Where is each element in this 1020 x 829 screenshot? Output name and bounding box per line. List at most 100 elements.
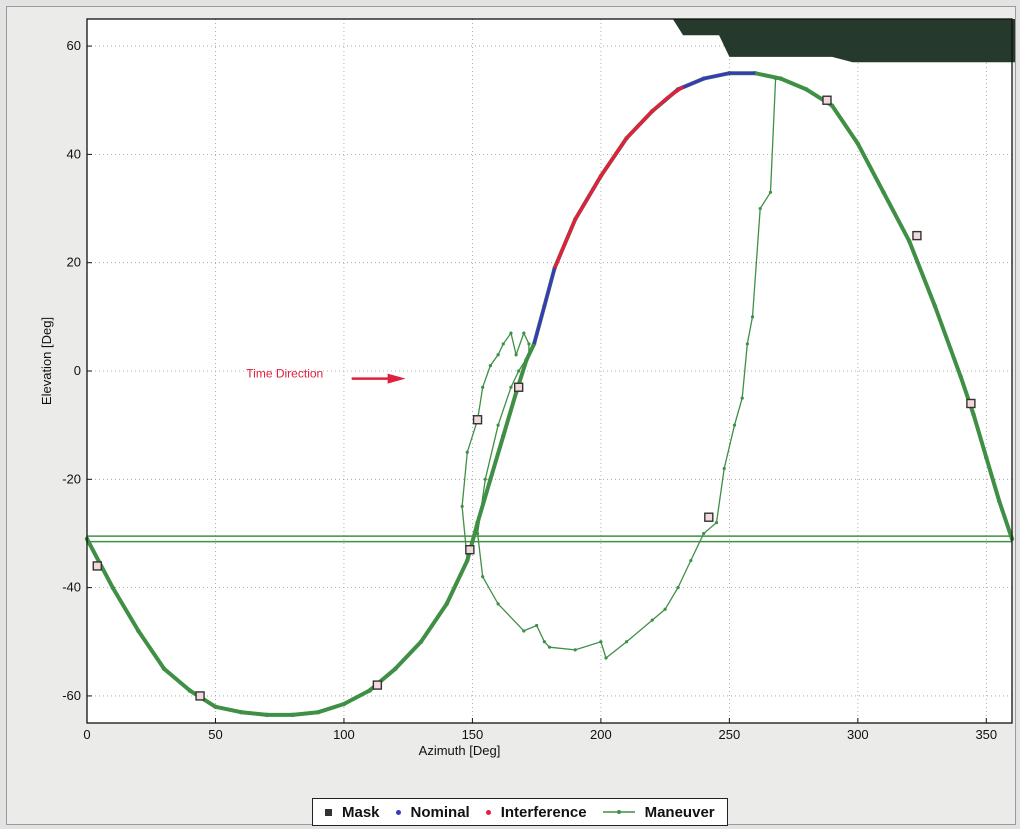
legend: Mask Nominal Interference Maneuver [312, 798, 728, 826]
maneuver-branch-point [465, 450, 469, 454]
nominal-dot-icon [395, 809, 401, 815]
maneuver-point [238, 709, 244, 715]
mask-marker [195, 691, 205, 701]
mask-marker [912, 230, 922, 241]
y-tick-label: 0 [74, 363, 81, 378]
elevation-azimuth-chart: 0 50 100 150 200 250 300 3506040200-20-40-60Azi… [39, 18, 1015, 758]
maneuver-branch-point [481, 575, 485, 579]
mask-marker [465, 545, 475, 555]
x-tick-label: 50 [208, 727, 222, 742]
maneuver-point [778, 76, 783, 81]
legend-item-maneuver: Maneuver [602, 803, 715, 821]
maneuver-branch-point [676, 586, 680, 590]
maneuver-branch-point [509, 331, 513, 335]
maneuver-point [881, 190, 886, 195]
maneuver-point [488, 477, 493, 482]
mask-marker [92, 561, 102, 571]
legend-label-maneuver: Maneuver [644, 803, 715, 821]
maneuver-point [341, 701, 347, 707]
maneuver-branch-point [547, 645, 552, 649]
maneuver-branch-point [714, 521, 719, 525]
maneuver-point [264, 712, 270, 718]
maneuver-point [932, 303, 938, 309]
maneuver-branch-point [542, 640, 546, 644]
legend-item-mask: Mask [325, 804, 380, 821]
mask-square-icon [325, 808, 332, 816]
maneuver-point [958, 374, 963, 379]
mask-marker [513, 382, 524, 392]
maneuver-point [187, 688, 192, 693]
maneuver-point [804, 87, 809, 92]
maneuver-branch-point [573, 648, 577, 652]
maneuver-branch-point [624, 640, 629, 644]
maneuver-point [984, 455, 989, 460]
y-tick-label: 60 [67, 38, 81, 53]
maneuver-branch-point [722, 466, 726, 471]
maneuver-branch-line [461, 78, 777, 660]
maneuver-branch-point [460, 504, 464, 508]
mask-marker [966, 398, 976, 409]
legend-label-mask: Mask [342, 803, 380, 821]
y-axis-label: Elevation [Deg] [39, 317, 54, 405]
figure-frame: 0 50 100 150 200 250 300 350 60 40 20 0 -20 -40 -60 Azi… [6, 6, 1016, 826]
x-axis-label: Azimuth [Deg] [419, 743, 501, 758]
legend-item-nominal: Nominal [395, 804, 470, 821]
maneuver-branch-point [604, 656, 608, 660]
maneuver-point [465, 558, 470, 563]
maneuver-branch-point [496, 423, 500, 427]
maneuver-point [213, 704, 218, 709]
plot-area [87, 19, 1012, 723]
maneuver-branch-point [702, 531, 706, 536]
maneuver-branch-point [599, 640, 603, 644]
time-direction-label: Time Direction [246, 366, 323, 380]
legend-label-interference: Interference [500, 803, 587, 821]
maneuver-point [290, 712, 295, 718]
y-tick-label: -40 [62, 580, 81, 595]
maneuver-point [971, 412, 976, 417]
maneuver-branch-point [758, 206, 762, 211]
maneuver-branch-point [488, 363, 493, 368]
interference-dot-icon [485, 809, 491, 815]
maneuver-point [501, 433, 506, 439]
maneuver-branch-point [496, 353, 500, 357]
mask-marker [472, 415, 483, 425]
maneuver-branch-point [514, 353, 518, 357]
maneuver-branch-point [750, 315, 755, 319]
maneuver-branch-point [689, 558, 693, 563]
x-tick-label: 150 [462, 727, 484, 742]
maneuver-branch-point [663, 607, 667, 611]
maneuver-branch-point [517, 369, 521, 373]
time-direction-arrow-icon [387, 373, 406, 384]
maneuver-branch-point [535, 623, 539, 628]
maneuver-line-icon [602, 810, 635, 814]
maneuver-point [316, 709, 321, 715]
mask-marker [372, 680, 383, 690]
maneuver-point [996, 498, 1002, 504]
x-tick-label: 300 [847, 727, 869, 742]
maneuver-branch-point [522, 331, 526, 335]
y-tick-label: 20 [67, 255, 81, 270]
maneuver-point [475, 520, 480, 525]
x-tick-label: 200 [590, 727, 612, 742]
maneuver-branch-point [509, 385, 513, 389]
mask-marker [704, 512, 714, 522]
maneuver-branch-point [501, 342, 505, 346]
y-tick-label: -20 [62, 471, 81, 486]
x-tick-label: 350 [975, 727, 997, 742]
interference-line [553, 85, 685, 269]
maneuver-branch-point [745, 342, 749, 346]
maneuver-branch-point [527, 342, 531, 346]
maneuver-point [110, 585, 115, 590]
maneuver-branch-point [732, 423, 737, 427]
maneuver-point [855, 141, 861, 146]
maneuver-point [418, 639, 424, 644]
x-tick-label: 0 [83, 727, 90, 742]
maneuver-point [524, 357, 529, 363]
maneuver-point [367, 688, 372, 693]
maneuver-point [161, 666, 167, 672]
maneuver-point [444, 601, 449, 607]
maneuver-point [393, 666, 398, 672]
y-tick-label: 40 [67, 146, 81, 161]
maneuver-branch-point [481, 385, 485, 389]
mask-region [672, 19, 1015, 63]
